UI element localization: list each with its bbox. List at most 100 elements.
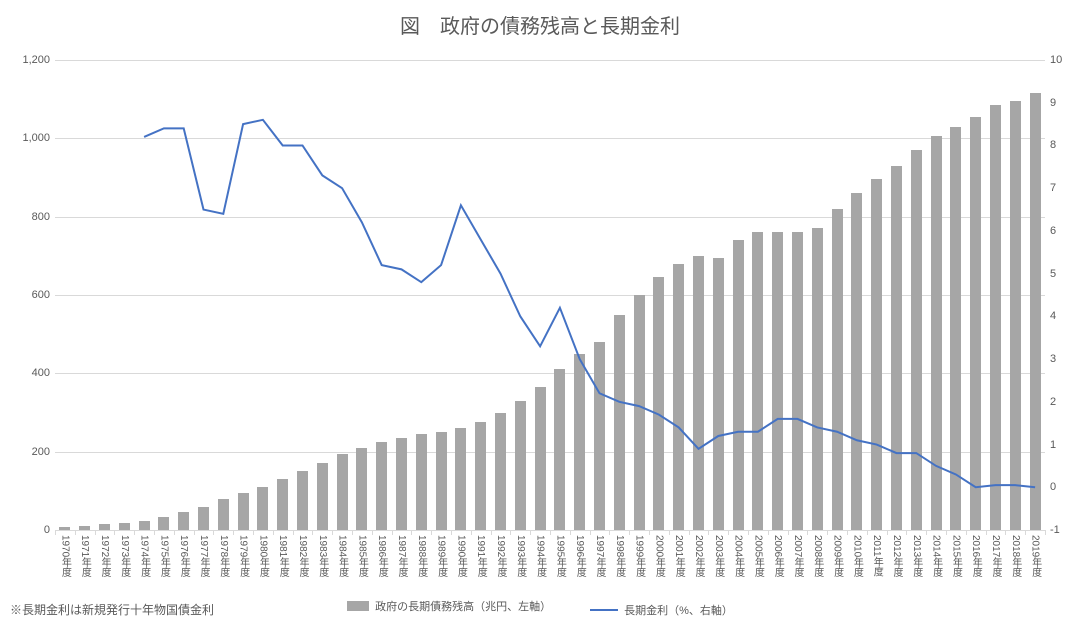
bar xyxy=(79,526,90,530)
legend-bar-label: 政府の長期債務残高（兆円、左軸） xyxy=(375,598,551,614)
x-tick-label: 1984年度 xyxy=(335,535,350,577)
x-tick-label: 1999年度 xyxy=(632,535,647,577)
y-left-tick-label: 600 xyxy=(10,289,50,301)
x-tick-label: 2001年度 xyxy=(671,535,686,577)
x-tick-label: 1996年度 xyxy=(572,535,587,577)
bar xyxy=(436,432,447,530)
bar xyxy=(574,354,585,530)
x-tick-label: 1973年度 xyxy=(117,535,132,577)
y-left-tick-label: 200 xyxy=(10,446,50,458)
x-tick-label: 2009年度 xyxy=(830,535,845,577)
bar xyxy=(535,387,546,530)
x-tick-label: 2014年度 xyxy=(929,535,944,577)
y-left-tick-label: 800 xyxy=(10,211,50,223)
x-tick-label: 1988年度 xyxy=(414,535,429,577)
x-tick-label: 1970年度 xyxy=(57,535,72,577)
bar xyxy=(515,401,526,530)
y-right-tick-label: 5 xyxy=(1050,268,1075,280)
x-tick-label: 1981年度 xyxy=(275,535,290,577)
x-tick-label: 1997年度 xyxy=(592,535,607,577)
x-tick-label: 1989年度 xyxy=(434,535,449,577)
bar xyxy=(594,342,605,530)
x-tick-label: 1974年度 xyxy=(137,535,152,577)
bar xyxy=(653,277,664,530)
x-tick-label: 2002年度 xyxy=(691,535,706,577)
bar xyxy=(772,232,783,530)
bar xyxy=(752,232,763,530)
bar xyxy=(891,166,902,530)
y-right-tick-label: 0 xyxy=(1050,481,1075,493)
y-right-tick-label: 9 xyxy=(1050,97,1075,109)
bar xyxy=(337,454,348,530)
bar xyxy=(614,315,625,530)
x-tick-label: 1995年度 xyxy=(552,535,567,577)
bar xyxy=(733,240,744,530)
x-tick-label: 1994年度 xyxy=(533,535,548,577)
bar xyxy=(1030,93,1041,530)
x-tick-label: 2004年度 xyxy=(731,535,746,577)
bar xyxy=(238,493,249,530)
bar xyxy=(119,523,130,530)
y-left-tick-label: 1,000 xyxy=(10,132,50,144)
bar xyxy=(832,209,843,530)
bar xyxy=(634,295,645,530)
bar xyxy=(317,463,328,530)
bar xyxy=(376,442,387,530)
bar xyxy=(139,521,150,530)
y-left-tick-label: 1,200 xyxy=(10,54,50,66)
bar xyxy=(990,105,1001,530)
y-left-tick-label: 0 xyxy=(10,524,50,536)
bar xyxy=(851,193,862,530)
x-tick-label: 2016年度 xyxy=(968,535,983,577)
bar xyxy=(396,438,407,530)
y-right-tick-label: 8 xyxy=(1050,139,1075,151)
y-left-tick-label: 400 xyxy=(10,367,50,379)
x-tick-label: 1982年度 xyxy=(295,535,310,577)
legend-line-item: 長期金利（%、右軸） xyxy=(590,602,733,618)
legend: 政府の長期債務残高（兆円、左軸） 長期金利（%、右軸） xyxy=(0,598,1080,618)
bar xyxy=(871,179,882,530)
bar xyxy=(1010,101,1021,530)
bar xyxy=(99,524,110,530)
x-tick-label: 1991年度 xyxy=(473,535,488,577)
x-tick-label: 1985年度 xyxy=(354,535,369,577)
bar xyxy=(475,422,486,530)
bar xyxy=(218,499,229,530)
x-tick-label: 2006年度 xyxy=(770,535,785,577)
x-tick-label: 1993年度 xyxy=(513,535,528,577)
legend-bar-swatch xyxy=(347,601,369,611)
x-tick-label: 2011年度 xyxy=(869,535,884,577)
x-tick-label: 1972年度 xyxy=(97,535,112,577)
bar xyxy=(792,232,803,530)
x-tick-label: 1978年度 xyxy=(216,535,231,577)
x-tick-label: 1976年度 xyxy=(176,535,191,577)
x-tick-label: 1983年度 xyxy=(315,535,330,577)
y-right-tick-label: 3 xyxy=(1050,353,1075,365)
bar xyxy=(455,428,466,530)
x-tick-label: 1980年度 xyxy=(255,535,270,577)
legend-line-swatch xyxy=(590,609,618,611)
x-tick-label: 1990年度 xyxy=(453,535,468,577)
bar xyxy=(198,507,209,531)
x-tick-label: 1979年度 xyxy=(236,535,251,577)
x-tick-label: 1992年度 xyxy=(493,535,508,577)
bar xyxy=(297,471,308,530)
x-tick-label: 2012年度 xyxy=(889,535,904,577)
y-right-tick-label: 7 xyxy=(1050,182,1075,194)
x-tick-label: 1977年度 xyxy=(196,535,211,577)
bar xyxy=(257,487,268,530)
bar xyxy=(931,136,942,530)
bar xyxy=(416,434,427,530)
bar xyxy=(495,413,506,531)
y-right-tick-label: 2 xyxy=(1050,396,1075,408)
x-tick-label: 1998年度 xyxy=(612,535,627,577)
x-tick-label: 2010年度 xyxy=(849,535,864,577)
bar xyxy=(693,256,704,530)
legend-line-label: 長期金利（%、右軸） xyxy=(624,602,733,618)
x-tick-label: 2013年度 xyxy=(909,535,924,577)
x-tick-label: 1986年度 xyxy=(374,535,389,577)
bar xyxy=(178,512,189,530)
bar xyxy=(812,228,823,530)
plot-area xyxy=(55,60,1045,530)
bar xyxy=(970,117,981,530)
